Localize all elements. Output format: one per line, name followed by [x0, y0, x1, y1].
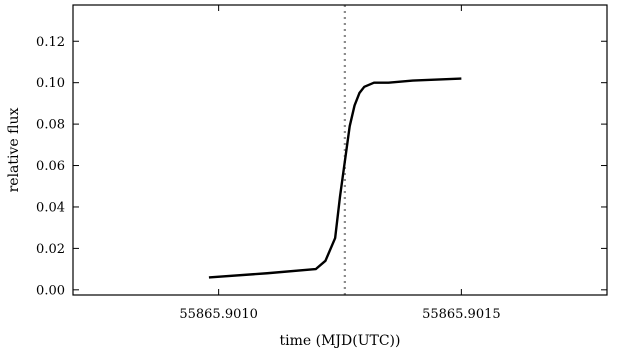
chart-marks: [208, 5, 462, 295]
y-tick-label: 0.00: [36, 283, 65, 298]
y-axis-label: relative flux: [6, 108, 22, 193]
plot-frame: [72, 4, 608, 296]
y-axis-ticks: 0.00 0.02 0.04 0.06 0.08 0.10 0.12: [36, 35, 607, 298]
y-tick-label: 0.10: [36, 76, 65, 91]
x-tick-label: 55865.9015: [422, 307, 501, 322]
y-tick-label: 0.02: [36, 242, 65, 257]
y-tick-label: 0.06: [36, 159, 65, 174]
y-tick-label: 0.04: [36, 200, 65, 215]
x-tick-label: 55865.9010: [179, 307, 258, 322]
x-axis-label: time (MJD(UTC)): [280, 333, 401, 349]
y-tick-label: 0.12: [36, 35, 65, 50]
y-tick-label: 0.08: [36, 118, 65, 133]
x-axis-ticks: 55865.9010 55865.9015: [179, 5, 501, 322]
model-curve: [208, 77, 462, 279]
